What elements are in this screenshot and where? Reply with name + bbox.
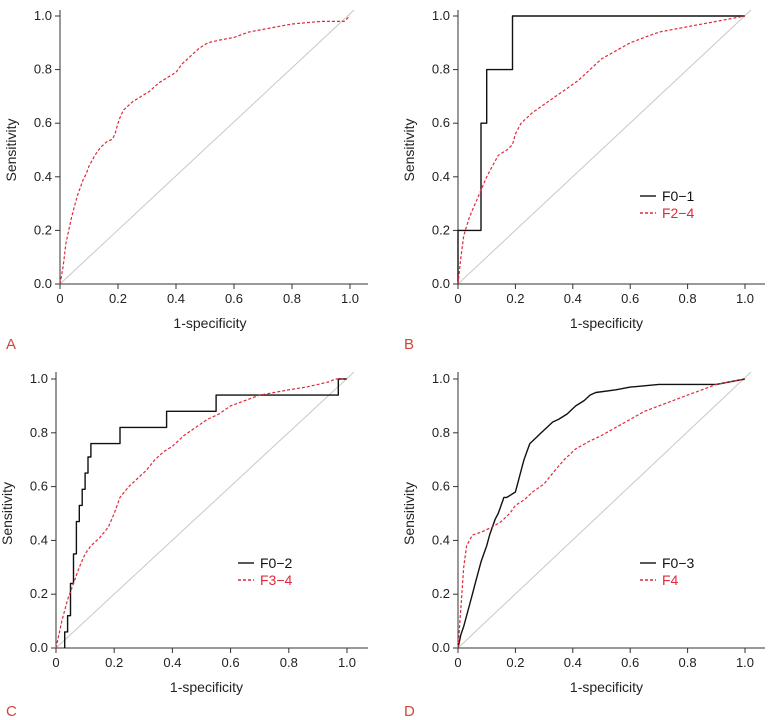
panel-label-a: A (6, 336, 16, 353)
y-tick-label: 0.4 (432, 532, 450, 547)
y-tick-label: 0.4 (30, 532, 48, 547)
y-tick-label: 0.8 (34, 62, 52, 77)
legend: F0−1F2−4 (640, 188, 695, 221)
x-tick-label: 0.2 (105, 655, 123, 670)
x-axis-title: 1-specificity (570, 679, 643, 695)
legend-entry: F0−1 (662, 188, 695, 204)
roc-series-line (59, 15, 351, 285)
y-tick-label: 1.0 (34, 8, 52, 23)
x-tick-label: 0 (56, 291, 63, 306)
x-tick-label: 0.4 (564, 291, 582, 306)
x-tick-label: 0.2 (506, 291, 524, 306)
panel-label-b: B (404, 336, 414, 353)
diagonal-reference-line (457, 9, 752, 285)
y-tick-label: 0.8 (432, 62, 450, 77)
panel-label-c: C (6, 703, 17, 720)
roc-series-line (55, 378, 347, 649)
x-tick-label: 0.2 (109, 291, 127, 306)
x-tick-label: 0.8 (679, 655, 697, 670)
roc-series-line (64, 378, 347, 648)
y-axis-title: Sensitivity (401, 482, 417, 545)
y-tick-label: 0.6 (34, 115, 52, 130)
panel-label-d: D (404, 703, 415, 720)
y-tick-label: 0.2 (432, 222, 450, 237)
y-tick-label: 0.6 (432, 479, 450, 494)
legend-entry: F0−3 (662, 555, 695, 571)
x-tick-label: 0.6 (225, 291, 243, 306)
legend-entry: F0−2 (260, 555, 293, 571)
x-tick-label: 0.2 (506, 655, 524, 670)
x-tick-label: 0 (454, 655, 461, 670)
y-tick-label: 1.0 (432, 371, 450, 386)
y-tick-label: 0.8 (432, 425, 450, 440)
roc-series-line (457, 378, 746, 649)
diagonal-reference-line (55, 371, 355, 649)
x-tick-label: 1.0 (736, 655, 754, 670)
y-tick-label: 0.2 (30, 586, 48, 601)
y-tick-label: 0.2 (34, 222, 52, 237)
x-tick-label: 1.0 (736, 291, 754, 306)
x-tick-label: 0.6 (222, 655, 240, 670)
y-tick-label: 0.6 (432, 115, 450, 130)
x-tick-label: 0 (52, 655, 59, 670)
y-tick-label: 0.8 (30, 425, 48, 440)
x-axis-title: 1-specificity (173, 315, 246, 331)
chart-panel-a: 0 0.2 0.4 0.6 0.8 1.0 0.0 0.2 0.4 0.6 0.8 1.0 1-spec… (3, 8, 368, 353)
legend-entry: F3−4 (260, 572, 293, 588)
x-tick-label: 1.0 (341, 291, 359, 306)
y-axis-title: Sensitivity (0, 482, 15, 545)
y-tick-label: 1.0 (432, 8, 450, 23)
y-tick-label: 0.4 (432, 169, 450, 184)
legend: F0−3F4 (640, 555, 695, 588)
x-tick-label: 0.6 (621, 291, 639, 306)
y-tick-label: 0.0 (432, 276, 450, 291)
x-tick-label: 0.8 (679, 291, 697, 306)
x-tick-label: 1.0 (338, 655, 356, 670)
legend: F0−2F3−4 (238, 555, 293, 588)
y-tick-label: 0.2 (432, 586, 450, 601)
x-axis-title: 1-specificity (570, 315, 643, 331)
legend-entry: F4 (662, 572, 679, 588)
x-tick-label: 0.8 (283, 291, 301, 306)
legend-entry: F2−4 (662, 205, 695, 221)
x-tick-label: 0.4 (167, 291, 185, 306)
x-tick-label: 0.4 (163, 655, 181, 670)
y-tick-label: 0.4 (34, 169, 52, 184)
x-axis-title: 1-specificity (170, 679, 243, 695)
x-tick-label: 0.4 (564, 655, 582, 670)
y-tick-label: 0.0 (34, 276, 52, 291)
roc-series-line (457, 378, 746, 649)
diagonal-reference-line (457, 371, 752, 649)
x-tick-label: 0 (454, 291, 461, 306)
y-axis-title: Sensitivity (401, 118, 417, 181)
y-tick-label: 1.0 (30, 371, 48, 386)
diagonal-reference-line (59, 9, 355, 285)
chart-panel-d: 0 0.2 0.4 0.6 0.8 1.0 0.0 0.2 0.4 0.6 0.8 1.0 1-spec… (401, 371, 765, 720)
x-tick-label: 0.6 (621, 655, 639, 670)
y-tick-label: 0.0 (30, 640, 48, 655)
chart-panel-c: 0 0.2 0.4 0.6 0.8 1.0 0.0 0.2 0.4 0.6 0.8 1.0 1-spec… (0, 371, 368, 720)
y-tick-label: 0.6 (30, 479, 48, 494)
roc-series-line (457, 15, 745, 284)
y-tick-label: 0.0 (432, 640, 450, 655)
chart-panel-b: 0 0.2 0.4 0.6 0.8 1.0 0.0 0.2 0.4 0.6 0.8 1.0 1-spec… (401, 8, 765, 353)
y-axis-title: Sensitivity (3, 118, 19, 181)
x-tick-label: 0.8 (280, 655, 298, 670)
roc-series-line (457, 15, 746, 285)
